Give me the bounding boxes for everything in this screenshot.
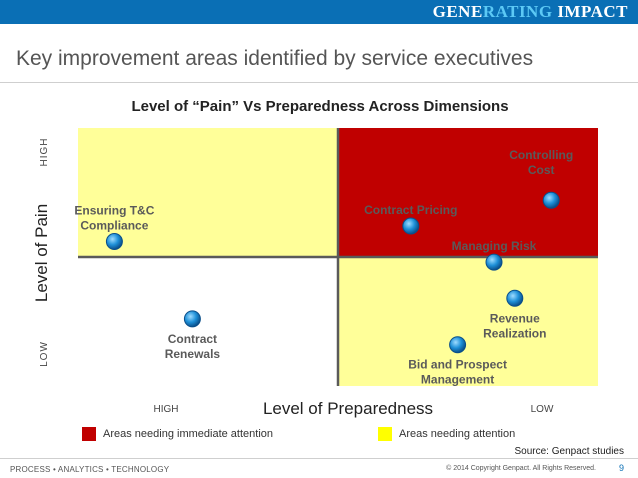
title-divider — [0, 82, 638, 83]
legend-label-immediate: Areas needing immediate attention — [103, 428, 273, 440]
brand-logo: GENERATING IMPACT — [432, 2, 628, 21]
point-label-6-0: Bid and Prospect — [408, 358, 507, 372]
point-label-4-0: Contract — [168, 332, 217, 346]
x-tick-low: LOW — [531, 404, 554, 415]
point-label-4-1: Renewals — [165, 347, 221, 361]
slide-title: Key improvement areas identified by serv… — [16, 47, 534, 70]
data-point-0 — [105, 233, 123, 251]
point-label-2-0: Controlling — [509, 148, 573, 162]
point-label-2-1: Cost — [528, 163, 555, 177]
data-point-3 — [485, 253, 503, 271]
point-label-6-1: Management — [421, 373, 494, 387]
legend-swatch-attention — [378, 427, 392, 441]
source-note: Source: Genpact studies — [514, 446, 624, 457]
y-axis-label: Level of Pain — [32, 204, 51, 302]
quadrant-bottom-left — [78, 257, 338, 386]
page-number: 9 — [618, 463, 624, 473]
point-label-0-0: Ensuring T&C — [74, 204, 154, 218]
legend-swatch-immediate — [82, 427, 96, 441]
point-label-5-1: Realization — [483, 326, 546, 340]
points-layer — [105, 191, 560, 354]
data-point-4 — [183, 310, 201, 328]
quadrant-chart: HIGH LOW Level of Pain HIGH LOW Level of Prep… — [32, 128, 598, 418]
point-label-5-0: Revenue — [490, 311, 540, 325]
quadrant-top-left — [78, 128, 338, 257]
footer-tagline: PROCESS • ANALYTICS • TECHNOLOGY — [10, 465, 170, 474]
point-label-0-1: Compliance — [80, 219, 148, 233]
axes-layer: HIGH LOW Level of Pain HIGH LOW Level of Prep… — [32, 128, 598, 418]
data-point-5 — [506, 289, 524, 307]
legend-label-attention: Areas needing attention — [399, 428, 516, 440]
quadrant-bottom-right — [338, 257, 598, 386]
footer-copyright: © 2014 Copyright Genpact. All Rights Res… — [446, 465, 596, 472]
x-tick-high: HIGH — [154, 404, 179, 415]
x-axis-label: Level of Preparedness — [263, 399, 433, 418]
quadrant-layer — [78, 128, 598, 386]
data-point-1 — [402, 217, 420, 235]
header-bar: GENERATING IMPACT — [0, 0, 638, 24]
chart-title: Level of “Pain” Vs Preparedness Across D… — [131, 98, 509, 115]
data-point-6 — [449, 336, 467, 354]
point-label-1-0: Contract Pricing — [364, 203, 457, 217]
data-point-2 — [542, 191, 560, 209]
point-label-3-0: Managing Risk — [452, 239, 537, 253]
y-tick-low: LOW — [39, 341, 50, 367]
footer-divider — [0, 458, 638, 459]
y-tick-high: HIGH — [39, 138, 50, 167]
